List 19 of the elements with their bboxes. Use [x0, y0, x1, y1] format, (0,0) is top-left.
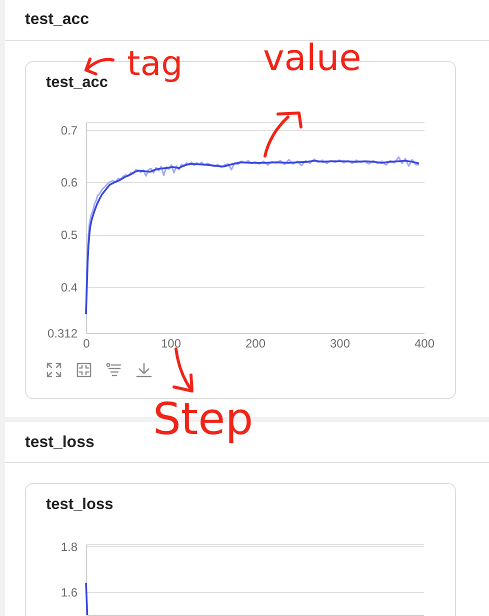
- y-tick-label: 1.6: [60, 586, 78, 600]
- y-tick-label: 0.6: [60, 176, 78, 190]
- x-tick-label: 0: [83, 336, 90, 350]
- x-tick-label: 100: [160, 336, 182, 350]
- y-tick-label: 0.5: [60, 228, 78, 242]
- x-tick-label: 400: [414, 336, 435, 350]
- y-tick-label: 0.7: [60, 123, 78, 138]
- text: test_loss: [25, 434, 94, 452]
- text: tag: [127, 44, 183, 84]
- text: Step: [153, 394, 254, 445]
- y-tick-label: 0.4: [60, 280, 78, 294]
- chart-title: test_loss: [46, 496, 114, 514]
- x-tick-label: 300: [330, 336, 350, 350]
- chart-title: test_acc: [46, 74, 108, 92]
- x-tick-label: 200: [245, 336, 266, 350]
- text: value: [263, 38, 362, 79]
- y-tick-label: 1.8: [60, 540, 78, 554]
- y-tick-label: 0.312: [47, 326, 78, 340]
- text: test_acc: [25, 11, 90, 30]
